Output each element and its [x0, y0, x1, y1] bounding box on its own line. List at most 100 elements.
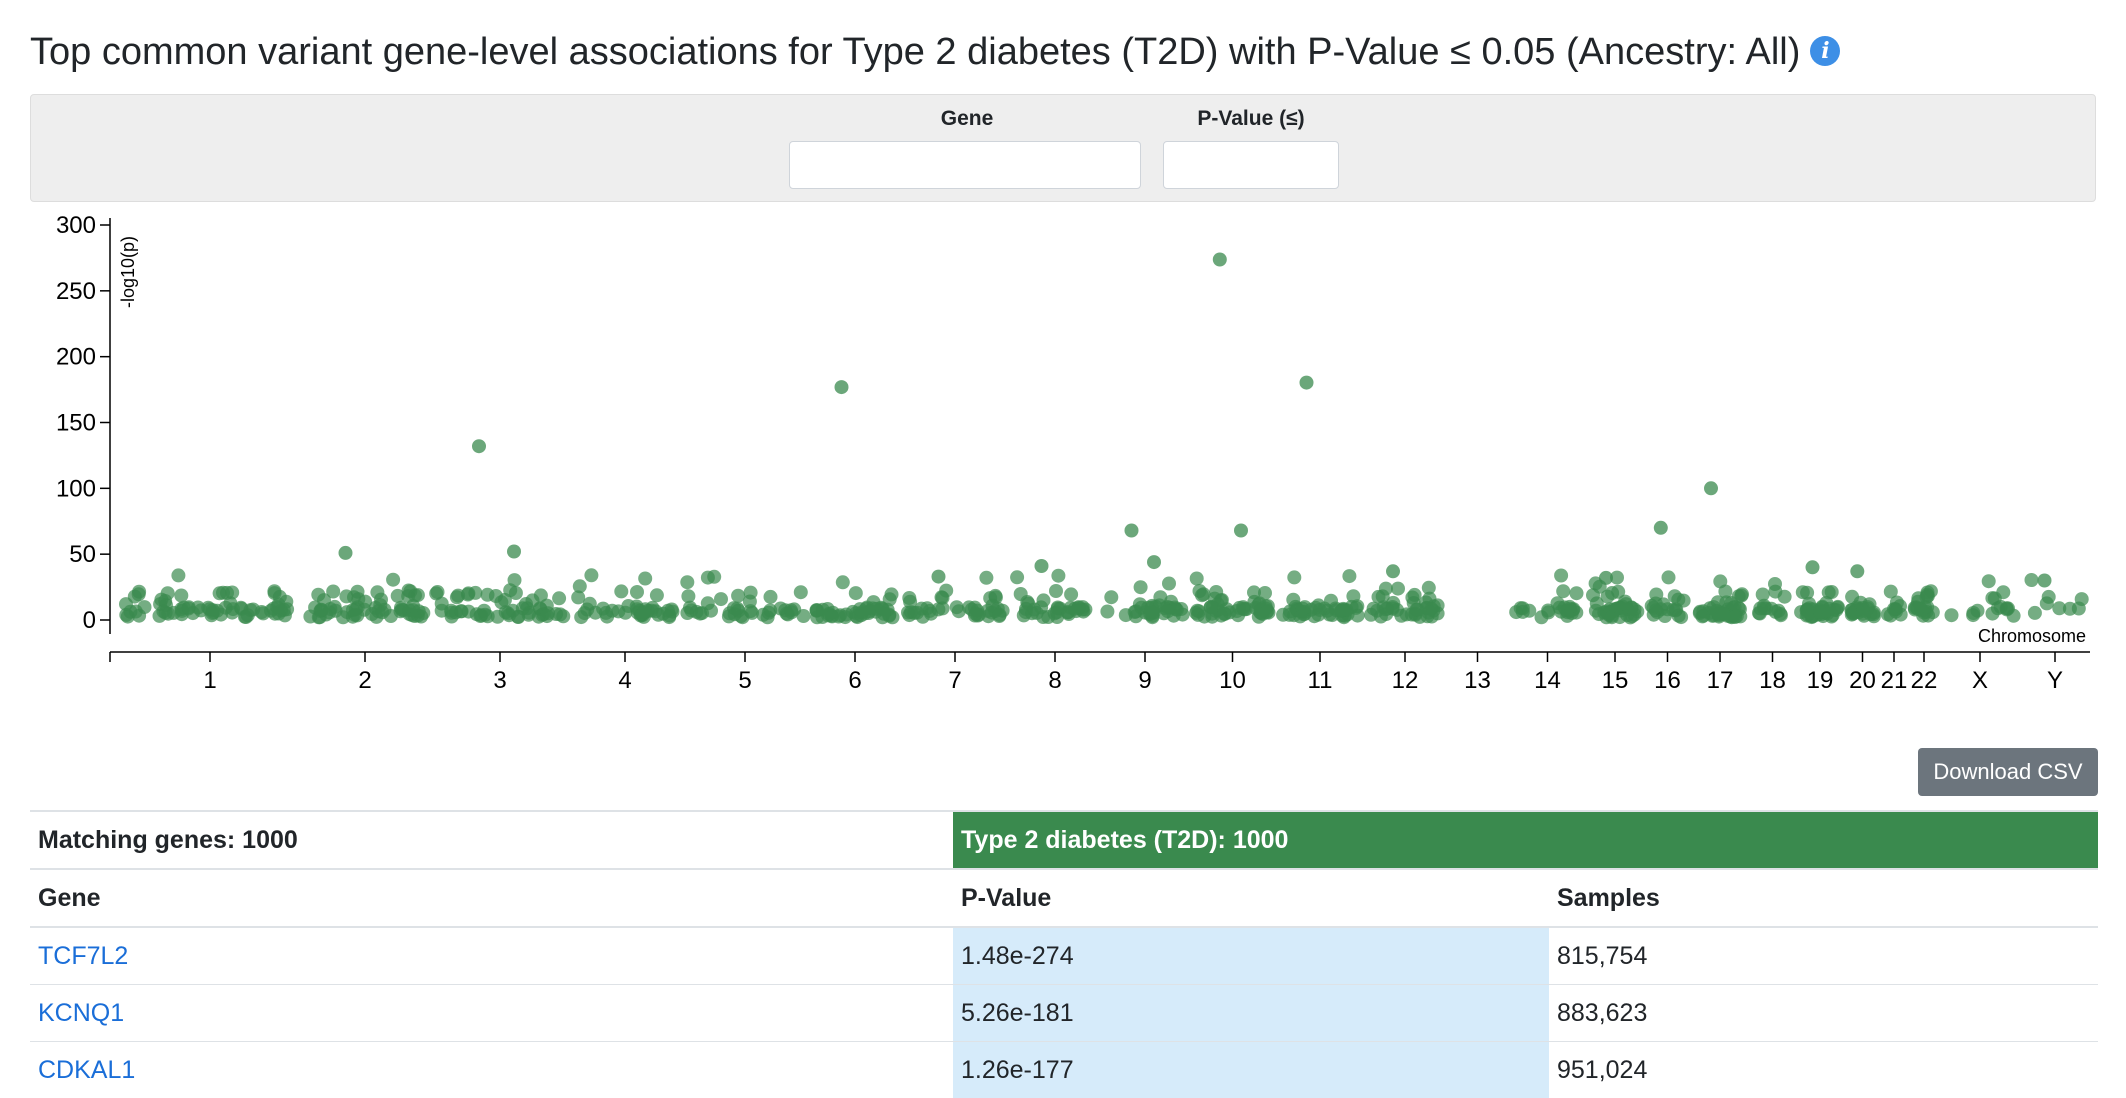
chromosome-label: 4	[618, 667, 631, 694]
gene-point	[578, 606, 592, 620]
gene-point	[522, 608, 536, 622]
gene-point	[731, 604, 745, 618]
gene-point	[1813, 605, 1827, 619]
gene-point	[1100, 605, 1114, 619]
gene-point	[1048, 606, 1062, 620]
gene-point	[556, 609, 570, 623]
gene-point	[714, 592, 728, 606]
gene-point	[596, 602, 610, 616]
gene-point	[1554, 569, 1568, 583]
gene-point	[1850, 564, 1864, 578]
gene-point	[762, 606, 776, 620]
gene-point	[171, 568, 185, 582]
gene-point	[1654, 521, 1668, 535]
gene-point	[1753, 601, 1767, 615]
gene-point	[810, 603, 824, 617]
gene-point	[1372, 590, 1386, 604]
chromosome-label: 15	[1602, 667, 1629, 694]
gene-point	[764, 590, 778, 604]
gene-point	[1161, 604, 1175, 618]
y-tick-label: 150	[56, 410, 96, 437]
gene-link[interactable]: KCNQ1	[30, 985, 953, 1042]
y-tick-label: 100	[56, 475, 96, 502]
gene-point	[1599, 571, 1613, 585]
chromosome-label: 6	[848, 667, 861, 694]
gene-filter-input[interactable]	[789, 141, 1141, 189]
gene-point	[902, 608, 916, 622]
gene-point	[1129, 604, 1143, 618]
chromosome-label: 12	[1392, 667, 1419, 694]
gene-point	[1379, 602, 1393, 616]
gene-point	[450, 590, 464, 604]
gene-point	[1141, 601, 1155, 615]
filter-panel: Gene P-Value (≤)	[30, 94, 2096, 202]
gene-point	[1035, 559, 1049, 573]
gene-point	[1556, 584, 1570, 598]
gene-point	[680, 575, 694, 589]
gene-point	[1342, 569, 1356, 583]
gene-point	[1662, 570, 1676, 584]
gene-point	[2025, 573, 2039, 587]
gene-point	[1668, 589, 1682, 603]
gene-link[interactable]: TCF7L2	[30, 927, 953, 985]
chromosome-label: 8	[1048, 667, 1061, 694]
chromosome-label: 10	[1219, 667, 1246, 694]
gene-point	[969, 607, 983, 621]
gene-point	[308, 601, 322, 615]
gene-point	[526, 593, 540, 607]
gene-point	[273, 590, 287, 604]
gene-point	[853, 602, 867, 616]
gene-point	[731, 589, 745, 603]
gene-point	[1560, 609, 1574, 623]
y-tick-label: 250	[56, 278, 96, 305]
chromosome-label: 13	[1464, 667, 1491, 694]
gene-point	[365, 607, 379, 621]
gene-point	[1313, 603, 1327, 617]
gene-point	[1756, 588, 1770, 602]
gene-point	[1619, 597, 1633, 611]
chromosome-label: 14	[1534, 667, 1561, 694]
gene-point	[339, 546, 353, 560]
gene-point	[979, 571, 993, 585]
gene-point	[311, 588, 325, 602]
chromosome-label: 20	[1849, 667, 1876, 694]
gene-point	[481, 609, 495, 623]
gene-point	[787, 602, 801, 616]
gene-point	[1104, 590, 1118, 604]
gene-point	[386, 573, 400, 587]
gene-point	[1298, 600, 1312, 614]
gene-point	[1134, 580, 1148, 594]
table-row: CDKAL1 1.26e-177 951,024	[30, 1042, 2098, 1098]
gene-point	[123, 605, 137, 619]
matching-genes-count: Matching genes: 1000	[30, 811, 953, 869]
chromosome-label: 3	[493, 667, 506, 694]
gene-point	[774, 602, 788, 616]
chromosome-label: 9	[1138, 667, 1151, 694]
gene-point	[507, 545, 521, 559]
gene-link[interactable]: CDKAL1	[30, 1042, 953, 1098]
gene-point	[1982, 574, 1996, 588]
gene-point	[573, 579, 587, 593]
gene-point	[1890, 596, 1904, 610]
gene-point	[346, 603, 360, 617]
gene-point	[1349, 601, 1363, 615]
gene-point	[877, 607, 891, 621]
gene-point	[650, 588, 664, 602]
gene-point	[666, 605, 680, 619]
gene-point	[849, 586, 863, 600]
gene-point	[1411, 603, 1425, 617]
column-header-pvalue[interactable]: P-Value	[953, 869, 1549, 927]
chromosome-label: Y	[2047, 667, 2063, 694]
gene-point	[1051, 569, 1065, 583]
gene-point	[1570, 586, 1584, 600]
info-icon[interactable]: i	[1810, 36, 1840, 66]
gene-point	[993, 608, 1007, 622]
download-csv-button[interactable]: Download CSV	[1918, 748, 2098, 796]
column-header-samples[interactable]: Samples	[1549, 869, 2098, 927]
gene-point	[552, 591, 566, 605]
gene-point	[1778, 590, 1792, 604]
pvalue-filter-input[interactable]	[1163, 141, 1339, 189]
gene-point	[207, 605, 221, 619]
gene-point	[1768, 577, 1782, 591]
column-header-gene[interactable]: Gene	[30, 869, 953, 927]
